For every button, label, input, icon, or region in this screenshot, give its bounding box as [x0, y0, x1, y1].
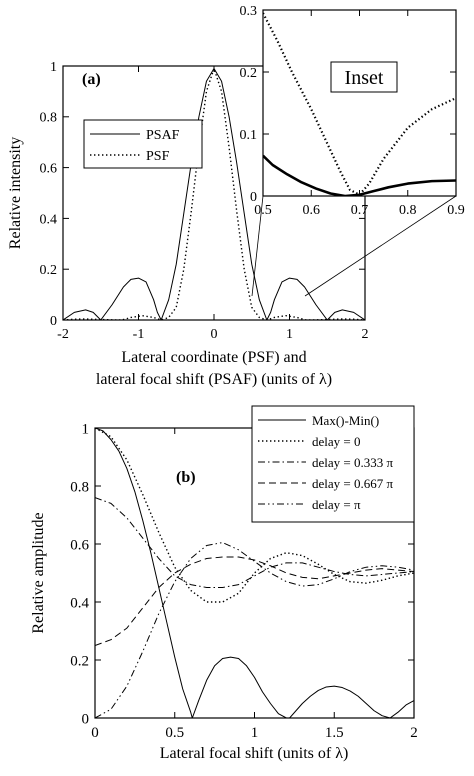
y-tick-label: 0.6: [70, 537, 89, 553]
x-tick-label: 1: [286, 327, 293, 342]
series-line-psaf: [63, 68, 365, 320]
y-tick-label: 1: [82, 421, 90, 437]
panel-b-xlabel: Lateral focal shift (units of λ): [160, 745, 349, 762]
panel-b-ylabel: Relative amplitude: [30, 512, 47, 633]
y-tick-label: 0.8: [70, 479, 89, 495]
series-line-delay-0-333-: [95, 497, 414, 588]
x-tick-label: 0: [211, 327, 218, 342]
y-tick-label: 0.8: [40, 111, 58, 126]
y-tick-label: 0.1: [240, 128, 258, 143]
panel-b: 0 0.2 0.4 0.6 0.8 1 0 0.5 1 1.5 2 (b) Relative am…: [30, 405, 418, 762]
y-tick-label: 0.4: [70, 595, 89, 611]
legend-label: Max()-Min(): [312, 413, 379, 428]
series-line-delay-0-667-: [95, 556, 414, 646]
x-tick-label: 0.9: [447, 203, 465, 218]
y-tick-label: 0.4: [40, 212, 58, 227]
y-tick-label: 0.3: [240, 4, 258, 19]
inset-y-axis: 0 0.1 0.2 0.3: [240, 4, 456, 205]
y-tick-label: 0: [82, 711, 90, 727]
series-line-delay-: [95, 542, 414, 718]
panel-b-label: (b): [176, 469, 196, 486]
panel-a-xlabel-line2: lateral focal shift (PSAF) (units of λ): [96, 371, 332, 388]
inset-x-axis: 0.5 0.6 0.7 0.8 0.9: [254, 10, 465, 218]
y-tick-label: 0.2: [70, 653, 89, 669]
y-tick-label: 0.2: [40, 263, 58, 278]
panel-b-series: [95, 428, 414, 718]
y-tick-label: 0: [50, 314, 57, 329]
x-tick-label: 1: [251, 725, 259, 741]
panel-a-ylabel: Relative intensity: [7, 137, 24, 249]
x-tick-label: -1: [133, 327, 145, 342]
inset-frame: [262, 9, 457, 197]
x-tick-label: 0.5: [165, 725, 184, 741]
panel-b-legend: Max()-Min() delay = 0 delay = 0.333 π delay…: [258, 413, 393, 512]
x-tick-label: 0.6: [303, 203, 321, 218]
series-line-psf: [263, 12, 456, 196]
inset-connector-right: [304, 195, 457, 297]
panel-a-xlabel-line1: Lateral coordinate (PSF) and: [121, 349, 306, 366]
y-tick-label: 0.2: [240, 66, 258, 81]
x-tick-label: 2: [362, 327, 369, 342]
inset-connector-left: [251, 195, 264, 297]
legend-label: delay = 0.667 π: [312, 476, 393, 491]
legend-label: delay = 0: [312, 434, 360, 449]
inset-label-box: [330, 61, 398, 93]
inset-series: [263, 12, 456, 196]
panel-a: 0 0.2 0.4 0.6 0.8 1 -2 -1 0 1 2 (a) Relative inte…: [7, 4, 465, 388]
legend-label: delay = 0.333 π: [312, 455, 393, 470]
inset-plot: 0 0.1 0.2 0.3 0.5 0.6 0.7 0.8 0.9 Inset: [240, 4, 465, 218]
inset-label: Inset: [345, 67, 384, 89]
panel-a-series: [63, 67, 365, 320]
series-line-psaf: [263, 154, 456, 196]
y-tick-label: 0.6: [40, 162, 58, 177]
legend-label: delay = π: [312, 497, 361, 512]
panel-a-legend-box: [83, 119, 203, 169]
x-tick-label: 0.8: [399, 203, 417, 218]
legend-label-psaf: PSAF: [146, 128, 180, 143]
x-tick-label: 0: [91, 725, 99, 741]
x-tick-label: 1.5: [325, 725, 344, 741]
x-tick-label: 0.7: [351, 203, 369, 218]
panel-b-legend-box: [251, 405, 415, 523]
y-tick-label: 1: [50, 60, 57, 75]
legend-label-psf: PSF: [146, 149, 170, 164]
x-tick-label: -2: [57, 327, 69, 342]
x-tick-label: 0.5: [254, 203, 272, 218]
x-tick-label: 2: [410, 725, 418, 741]
panel-a-label: (a): [82, 71, 101, 88]
y-tick-label: 0: [250, 190, 257, 205]
